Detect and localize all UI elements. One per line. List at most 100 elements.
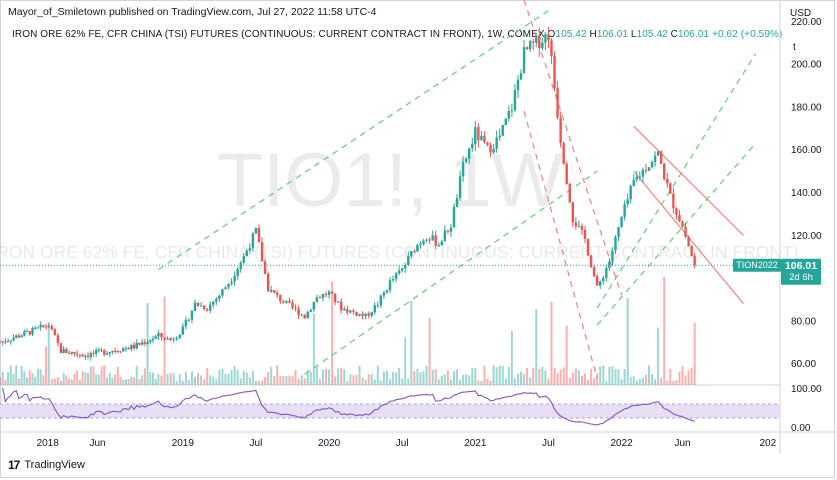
watermark-ticker: TIO1!, 1W [217,138,564,223]
red-trend-inner[interactable] [523,111,598,379]
volume-bar [507,366,510,385]
candle-body [510,110,514,112]
candle-body [193,302,197,311]
candle-body [653,155,657,162]
volume-bar [227,373,230,385]
trend-channels[interactable] [158,0,757,379]
volume-bar [370,374,373,385]
candle-body [187,319,191,321]
volume-bar [349,374,352,385]
candle-body [559,117,562,144]
volume-bar [108,372,111,385]
volume-bar [273,375,276,385]
candle-body [9,340,13,342]
candle-body [111,351,114,353]
candle-body [300,314,303,316]
volume-bar [516,373,519,385]
volume-bar [434,369,437,385]
volume-bar [477,380,480,385]
volume-bar [78,379,81,385]
rsi-indicator [2,387,695,426]
candle-body [684,226,687,237]
volume-bar [279,376,282,385]
candle-body [160,333,163,338]
candle-body [169,338,172,341]
volume-bar [143,368,146,385]
green-channel-upper[interactable] [158,10,549,271]
candle-body [471,144,474,149]
volume-bar [638,378,641,385]
time-tick-label: 2018 [37,438,60,449]
volume-bar [291,376,294,385]
time-axis[interactable]: 2018 Jun 2019 Jul 2020 Jul 2021 Jul 2022 Jun 202 [37,438,777,449]
time-tick-label: Jun [89,438,105,449]
rsi-band [0,404,780,418]
volume-bar [431,369,434,385]
volume-bar [623,369,626,385]
red-channel-upper[interactable] [633,125,744,236]
volume-bar [422,371,425,385]
volume-bar [328,369,331,385]
price-tick-label: 180.00 [791,102,822,113]
volume-bar [309,371,312,385]
volume-bar [352,375,355,385]
legend-close-label: C [670,29,678,40]
volume-bar [544,370,547,385]
volume-bar [116,366,119,385]
volume-bar [135,365,138,385]
volume-bar [657,327,660,385]
green-channel-2-upper[interactable] [596,53,757,309]
candle-body [184,319,188,327]
volume-bar [236,369,239,385]
candle-body [437,245,440,247]
candle-body [75,353,79,355]
rsi-tick-label: 0.00 [791,423,811,434]
volume-bar [410,300,413,385]
candle-body [340,301,343,311]
candle-body [23,331,26,336]
footer-brand[interactable]: 17 TradingView [8,458,85,472]
candle-body [522,47,526,74]
candle-body [6,341,10,343]
candle-body [294,307,297,309]
candle-body [215,298,218,302]
price-axis[interactable]: 60.0080.00100.00120.00140.00160.00180.00… [791,17,822,370]
candle-body [119,351,122,353]
volume-bar [617,369,620,385]
volume-bar [285,375,288,385]
candle-body [397,270,401,274]
volume-bar [17,378,20,385]
candle-body [346,308,349,313]
candle-body [81,355,84,357]
volume-bar [647,365,650,385]
candle-body [266,273,270,292]
red-trend-outer[interactable] [523,0,623,296]
volume-bar [474,368,477,385]
volume-bar [154,378,157,385]
volume-bar [440,375,443,385]
tradingview-logo-icon: 17 [8,458,20,472]
candle-body [620,216,623,227]
green-channel-lower[interactable] [304,170,598,375]
time-tick-label: 2022 [610,438,633,449]
green-channel-2-lower[interactable] [596,142,757,326]
candle-body [31,327,34,335]
candle-body [352,310,355,312]
volume-bar [428,317,431,385]
volume-bar [529,377,532,385]
volume-bar [584,373,586,385]
candle-body [577,225,581,227]
candle-body [458,176,462,199]
symbol-legend[interactable]: IRON ORE 62% FE, CFR CHINA (TSI) FUTURES… [12,29,782,40]
volume-bar [122,380,125,385]
candle-body [297,308,300,316]
candle-body [446,230,450,232]
candle-body [370,312,373,316]
volume-bar [184,371,187,385]
volume-bar [47,322,50,385]
candle-body [28,331,31,335]
candle-body [113,351,117,353]
volume-bar [547,378,550,385]
